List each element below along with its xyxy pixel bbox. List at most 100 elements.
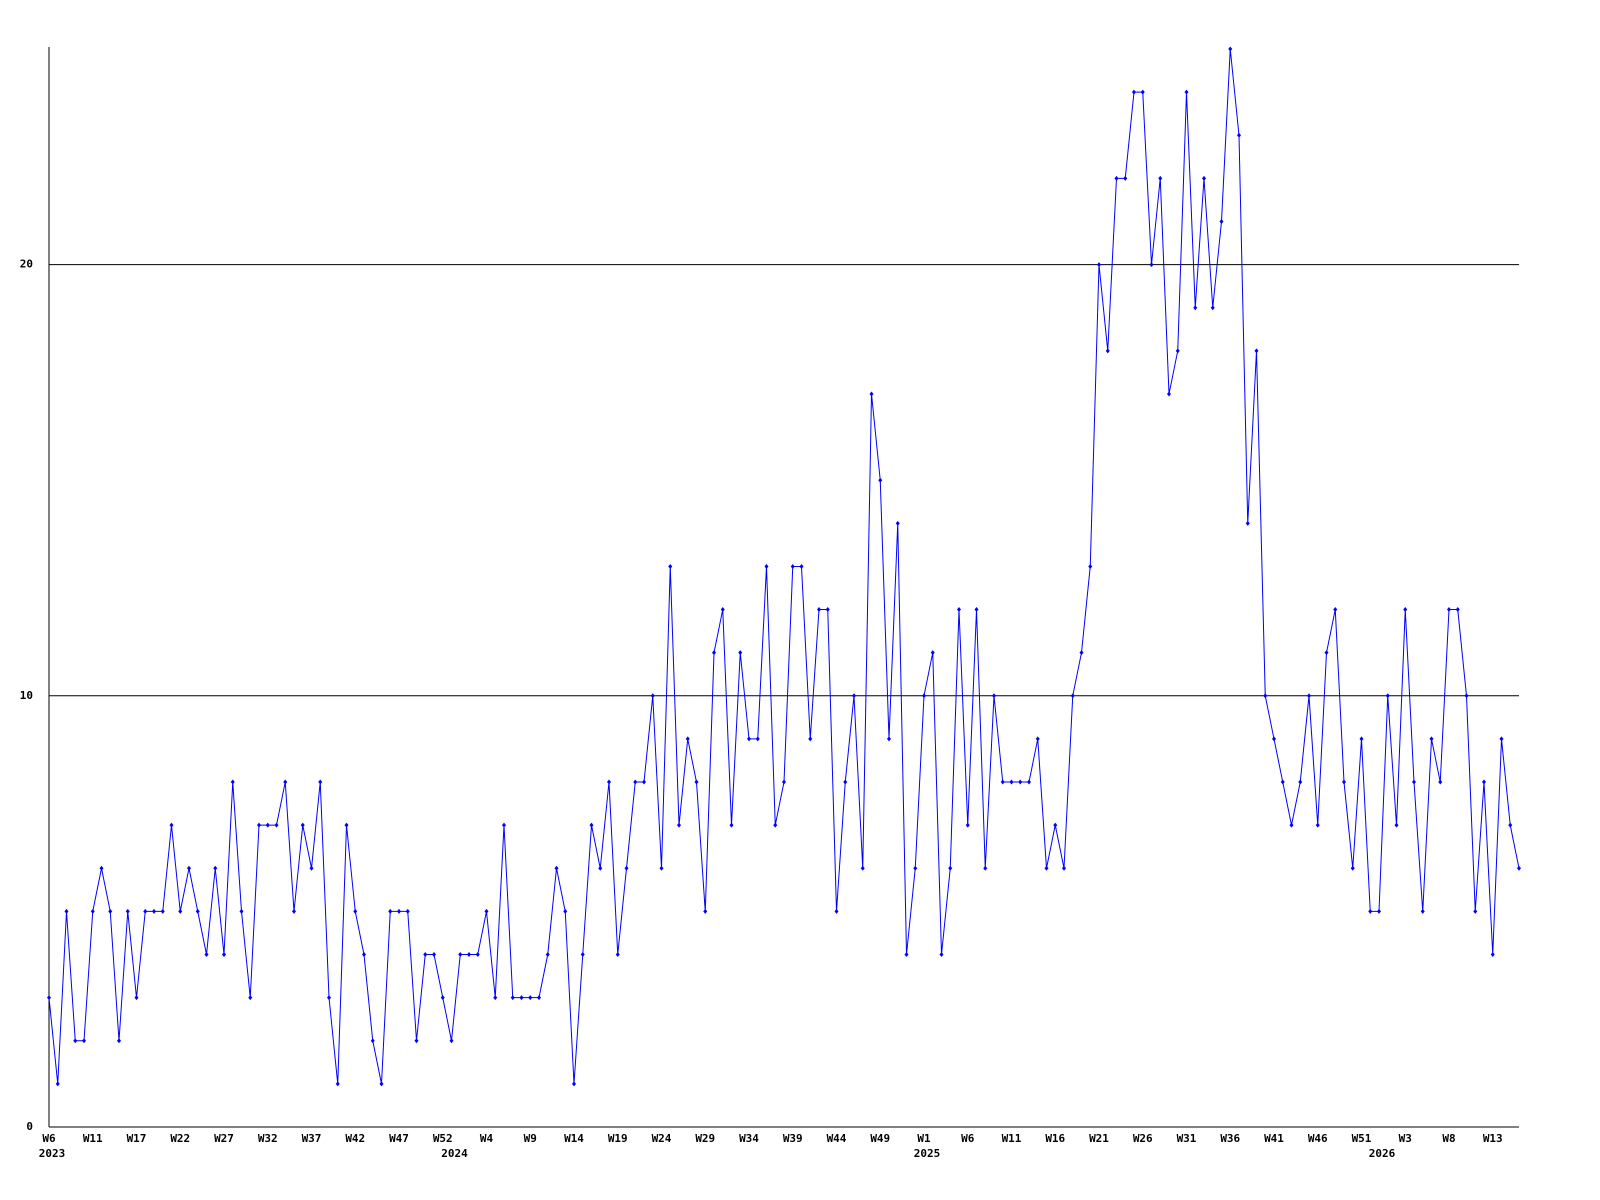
data-point bbox=[607, 779, 611, 785]
data-point bbox=[1464, 693, 1469, 699]
data-point bbox=[1508, 822, 1513, 828]
data-point bbox=[1254, 348, 1259, 354]
x-tick-label: W8 bbox=[1442, 1132, 1455, 1145]
x-year-label: 2023 bbox=[39, 1147, 66, 1160]
data-point bbox=[1000, 779, 1005, 785]
data-point bbox=[82, 1038, 86, 1044]
data-point bbox=[1140, 89, 1145, 95]
data-point bbox=[808, 736, 813, 742]
data-point bbox=[1132, 89, 1136, 95]
data-point bbox=[187, 865, 191, 871]
data-point bbox=[388, 908, 393, 914]
data-point bbox=[143, 908, 148, 914]
data-point bbox=[1412, 779, 1416, 785]
data-point bbox=[134, 995, 139, 1001]
data-point bbox=[1315, 822, 1320, 828]
x-tick-label: W47 bbox=[389, 1132, 409, 1145]
x-tick-label: W3 bbox=[1399, 1132, 1412, 1145]
data-point bbox=[318, 779, 323, 785]
data-point bbox=[1167, 391, 1171, 397]
data-point bbox=[948, 865, 953, 871]
data-point bbox=[957, 607, 961, 613]
data-point bbox=[537, 995, 541, 1001]
data-point bbox=[1184, 89, 1189, 95]
data-point bbox=[1210, 305, 1215, 311]
x-tick-label: W31 bbox=[1177, 1132, 1197, 1145]
data-point bbox=[257, 822, 261, 828]
x-tick-label: W24 bbox=[652, 1132, 672, 1145]
data-point bbox=[204, 952, 209, 958]
data-point bbox=[47, 995, 51, 1001]
data-point bbox=[983, 865, 988, 871]
data-point bbox=[64, 908, 69, 914]
data-point bbox=[169, 822, 174, 828]
data-point bbox=[1149, 262, 1154, 268]
x-tick-label: W14 bbox=[564, 1132, 584, 1145]
data-point bbox=[965, 822, 970, 828]
data-point bbox=[1053, 822, 1058, 828]
data-point bbox=[528, 995, 533, 1001]
x-tick-label: W27 bbox=[214, 1132, 234, 1145]
data-point bbox=[895, 520, 900, 526]
y-tick-label: 20 bbox=[20, 258, 33, 271]
x-tick-label: W49 bbox=[870, 1132, 890, 1145]
data-point bbox=[493, 995, 498, 1001]
data-point bbox=[414, 1038, 419, 1044]
data-point bbox=[589, 822, 594, 828]
data-point bbox=[817, 607, 821, 613]
data-point bbox=[1263, 693, 1268, 699]
data-point bbox=[843, 779, 848, 785]
data-point bbox=[747, 736, 751, 742]
data-point bbox=[248, 995, 253, 1001]
data-point bbox=[475, 952, 480, 958]
data-point bbox=[178, 908, 183, 914]
data-point bbox=[1350, 865, 1355, 871]
x-tick-label: W44 bbox=[827, 1132, 847, 1145]
x-tick-label: W21 bbox=[1089, 1132, 1109, 1145]
x-year-label: 2025 bbox=[914, 1147, 941, 1160]
data-point bbox=[1482, 779, 1486, 785]
data-point bbox=[344, 822, 349, 828]
data-point bbox=[502, 822, 506, 828]
data-point bbox=[887, 736, 891, 742]
data-point bbox=[370, 1038, 375, 1044]
data-point bbox=[213, 865, 218, 871]
data-point bbox=[1202, 175, 1206, 181]
data-point bbox=[773, 822, 778, 828]
data-point bbox=[624, 865, 629, 871]
data-point bbox=[633, 779, 638, 785]
data-point bbox=[1377, 908, 1381, 914]
data-point bbox=[974, 607, 979, 613]
data-point bbox=[729, 822, 734, 828]
data-point bbox=[1359, 736, 1364, 742]
data-point bbox=[484, 908, 489, 914]
x-tick-label: W52 bbox=[433, 1132, 453, 1145]
data-point bbox=[878, 477, 883, 483]
data-point bbox=[668, 563, 673, 569]
data-point bbox=[309, 865, 314, 871]
data-point bbox=[467, 952, 471, 958]
x-tick-label: W16 bbox=[1045, 1132, 1065, 1145]
data-point bbox=[615, 952, 620, 958]
data-point bbox=[852, 693, 856, 699]
x-tick-label: W22 bbox=[170, 1132, 190, 1145]
data-point bbox=[755, 736, 760, 742]
data-point bbox=[1447, 607, 1451, 613]
data-point bbox=[712, 650, 716, 656]
data-point bbox=[694, 779, 699, 785]
data-point bbox=[283, 779, 288, 785]
data-point bbox=[353, 908, 358, 914]
data-point bbox=[1193, 305, 1198, 311]
data-point bbox=[799, 563, 804, 569]
y-tick-label: 0 bbox=[26, 1120, 33, 1133]
x-tick-label: W4 bbox=[480, 1132, 494, 1145]
data-point bbox=[1473, 908, 1478, 914]
data-point bbox=[458, 952, 463, 958]
x-tick-label: W6 bbox=[961, 1132, 975, 1145]
x-tick-label: W19 bbox=[608, 1132, 628, 1145]
x-tick-label: W42 bbox=[345, 1132, 365, 1145]
data-point bbox=[1062, 865, 1066, 871]
data-point bbox=[860, 865, 865, 871]
x-tick-label: W46 bbox=[1308, 1132, 1328, 1145]
data-point bbox=[1158, 175, 1163, 181]
